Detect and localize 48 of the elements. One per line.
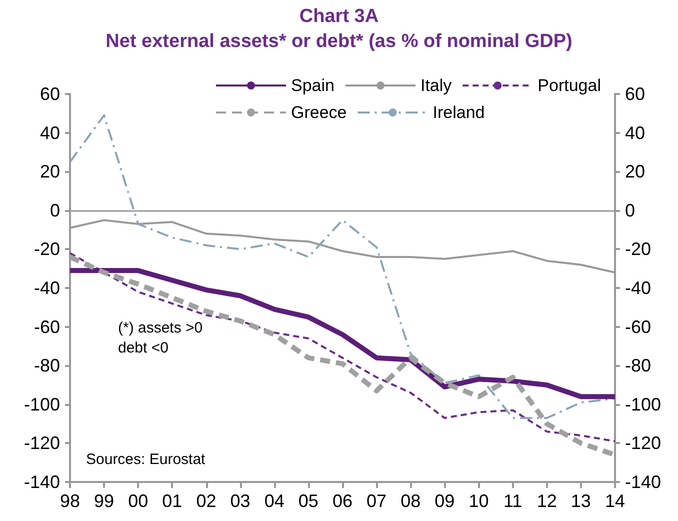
y2-tick-label: -120 [625, 433, 662, 454]
legend-label: Italy [420, 76, 452, 95]
y-tick-label: 40 [40, 122, 60, 143]
y2-tick-label: -40 [625, 278, 652, 298]
chart-subtitle: Net external assets* or debt* (as % of nominal GDP) [106, 31, 572, 52]
x-tick-label: 06 [332, 491, 353, 511]
x-tick-label: 98 [60, 491, 80, 511]
legend-label: Ireland [432, 103, 485, 122]
x-tick-label: 99 [94, 491, 114, 511]
y-tick-label: -20 [34, 239, 60, 260]
legend-label: Portugal [538, 76, 601, 95]
chart-title: Chart 3A [299, 6, 379, 27]
x-tick-label: 08 [400, 491, 421, 511]
y2-tick-label: -140 [625, 472, 662, 492]
x-tick-label: 14 [604, 491, 626, 511]
y-tick-label: -100 [24, 394, 60, 414]
y-tick-label: -120 [24, 433, 60, 454]
x-tick-label: 11 [503, 491, 522, 511]
y2-tick-label: -100 [625, 394, 662, 414]
annotation: (*) assets >0 debt <0 [118, 320, 203, 356]
y2-tick-label: -20 [625, 239, 652, 260]
y-tick-label: 60 [40, 84, 60, 104]
y2-tick-label: 40 [625, 122, 646, 143]
y-tick-label: -80 [34, 356, 60, 376]
y-tick-label: 20 [40, 162, 60, 182]
y-tick-label: -60 [34, 316, 60, 337]
y-tick-label: 0 [50, 200, 60, 220]
x-tick-label: 07 [366, 491, 387, 511]
x-tick-label: 00 [128, 491, 148, 511]
x-tick-label: 05 [298, 491, 318, 511]
x-tick-label: 03 [230, 491, 250, 511]
x-tick-label: 10 [468, 491, 489, 511]
y2-tick-label: -60 [625, 316, 652, 337]
legend-label: Greece [291, 103, 347, 122]
x-tick-label: 04 [264, 491, 284, 511]
y-tick-label: -140 [24, 472, 60, 492]
x-tick-label: 01 [162, 491, 182, 511]
y2-tick-label: -80 [625, 356, 652, 376]
y-tick-label: -40 [34, 278, 60, 298]
y2-tick-label: 0 [625, 200, 636, 220]
y2-tick-label: 60 [625, 84, 646, 104]
y2-tick-label: 20 [625, 162, 646, 182]
legend-label: Spain [291, 76, 334, 95]
x-tick-label: 02 [196, 491, 216, 511]
x-tick-label: 09 [434, 491, 455, 511]
x-tick-label: 13 [570, 491, 591, 511]
x-tick-label: 12 [536, 491, 557, 511]
annotation: Sources: Eurostat [86, 451, 206, 468]
